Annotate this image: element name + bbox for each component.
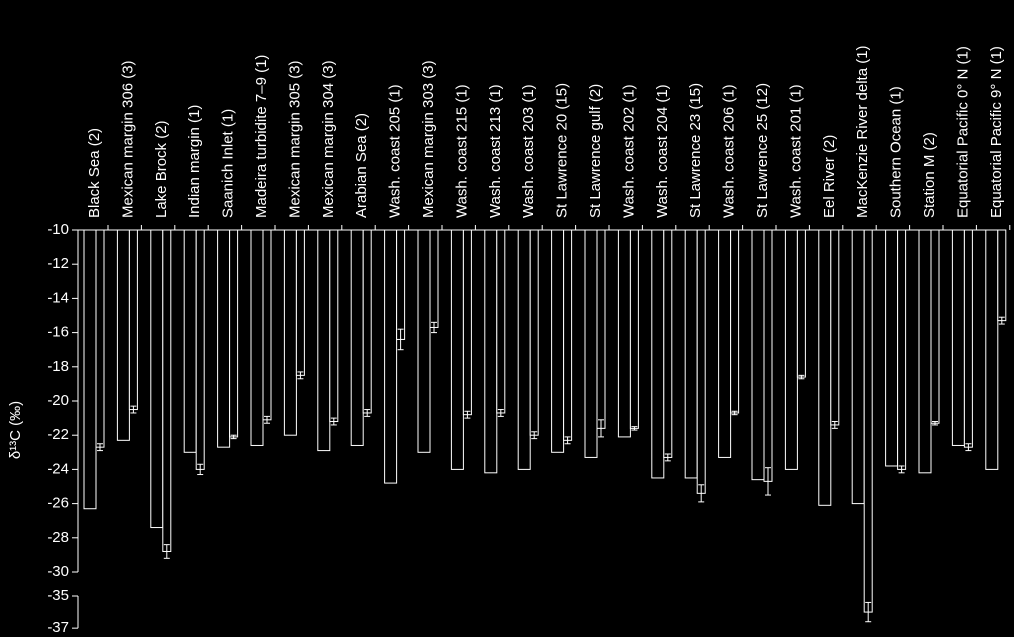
y-axis-label: δ¹³C (‰) xyxy=(7,401,24,459)
bar xyxy=(930,229,940,424)
category-label: Wash. coast 204 (1) xyxy=(654,84,671,218)
y-tick-label: -10 xyxy=(47,221,69,238)
bar xyxy=(696,229,706,494)
category-label: Mexican margin 303 (3) xyxy=(420,60,437,218)
bar xyxy=(730,229,740,414)
category-label: Equatorial Pacific 0° N (1) xyxy=(954,46,971,218)
category-label: Indian margin (1) xyxy=(186,105,203,218)
category-label: Wash. coast 213 (1) xyxy=(487,84,504,218)
bar xyxy=(951,229,965,446)
bar xyxy=(517,229,531,470)
category-label: Wash. coast 206 (1) xyxy=(721,84,738,218)
bar xyxy=(317,229,331,452)
category-label: St Lawrence 25 (12) xyxy=(754,83,771,218)
y-tick-label: -14 xyxy=(47,289,69,306)
category-label: Southern Ocean (1) xyxy=(888,86,905,218)
category-label: Mexican margin 306 (3) xyxy=(119,60,136,218)
bar xyxy=(295,229,305,376)
category-label: Station M (2) xyxy=(921,132,938,218)
category-label: MacKenzie River delta (1) xyxy=(854,45,871,218)
bar xyxy=(128,229,138,411)
category-label: Eel River (2) xyxy=(821,135,838,218)
category-label: Wash. coast 202 (1) xyxy=(620,84,637,218)
bar xyxy=(229,229,239,438)
bar xyxy=(396,229,406,340)
bar xyxy=(551,229,565,453)
bar xyxy=(617,229,631,438)
bar xyxy=(95,229,105,448)
bar xyxy=(83,229,97,510)
bar xyxy=(563,229,573,441)
category-label: Mexican margin 305 (3) xyxy=(286,60,303,218)
y-tick-label: -16 xyxy=(47,324,69,341)
bar xyxy=(496,229,506,414)
bar xyxy=(116,229,130,441)
bar xyxy=(985,229,999,470)
bar xyxy=(195,229,205,470)
bar xyxy=(417,229,431,453)
bar xyxy=(629,229,639,429)
bar xyxy=(997,229,1007,322)
y-tick-label: -24 xyxy=(47,460,69,477)
bar xyxy=(283,229,297,436)
y-tick-label: -18 xyxy=(47,358,69,375)
category-label: Equatorial Pacific 9° N (1) xyxy=(988,46,1005,218)
bar xyxy=(262,229,272,421)
bar xyxy=(784,229,798,470)
bar xyxy=(217,229,231,448)
category-label: Saanich Inlet (1) xyxy=(220,109,237,218)
bar xyxy=(584,229,598,458)
y-tick-label: -12 xyxy=(47,255,69,272)
bar xyxy=(763,229,773,482)
bar xyxy=(885,229,899,467)
bar xyxy=(162,229,172,552)
bar xyxy=(718,229,732,458)
bar xyxy=(651,229,665,479)
bar xyxy=(596,229,606,429)
bar xyxy=(684,229,698,479)
category-label: St Lawrence gulf (2) xyxy=(587,84,604,218)
bar xyxy=(484,229,498,474)
bar xyxy=(329,229,339,423)
bar xyxy=(963,229,973,448)
bar xyxy=(751,229,765,481)
y-tick-label: -28 xyxy=(47,529,69,546)
bar xyxy=(796,229,806,378)
y-tick-label: -26 xyxy=(47,495,69,512)
bar xyxy=(362,229,372,414)
bar xyxy=(350,229,364,446)
bar xyxy=(450,229,464,470)
y-tick-label: -37 xyxy=(47,619,69,636)
category-label: Arabian Sea (2) xyxy=(353,113,370,218)
bar xyxy=(429,229,439,328)
y-tick-label: -20 xyxy=(47,392,69,409)
bar xyxy=(183,229,197,453)
category-label: Lake Brock (2) xyxy=(153,120,170,218)
bar xyxy=(462,229,472,416)
bar xyxy=(863,229,873,613)
bar xyxy=(897,229,907,470)
y-tick-label: -30 xyxy=(47,563,69,580)
category-label: Black Sea (2) xyxy=(86,128,103,218)
bar xyxy=(529,229,539,436)
bar xyxy=(818,229,832,506)
category-label: Wash. coast 203 (1) xyxy=(520,84,537,218)
category-label: Wash. coast 205 (1) xyxy=(387,84,404,218)
bar xyxy=(663,229,673,458)
category-label: Madeira turbidite 7–9 (1) xyxy=(253,55,270,218)
bar xyxy=(851,229,865,505)
category-label: Wash. coast 215 (1) xyxy=(453,84,470,218)
category-label: Mexican margin 304 (3) xyxy=(320,60,337,218)
y-tick-label: -35 xyxy=(47,587,69,604)
category-label: Wash. coast 201 (1) xyxy=(787,84,804,218)
bar xyxy=(150,229,164,529)
y-tick-label: -22 xyxy=(47,426,69,443)
bar xyxy=(830,229,840,426)
bar xyxy=(918,229,932,474)
bar xyxy=(250,229,264,446)
category-label: St Lawrence 23 (15) xyxy=(687,83,704,218)
bar xyxy=(384,229,398,484)
category-label: St Lawrence 20 (15) xyxy=(554,83,571,218)
